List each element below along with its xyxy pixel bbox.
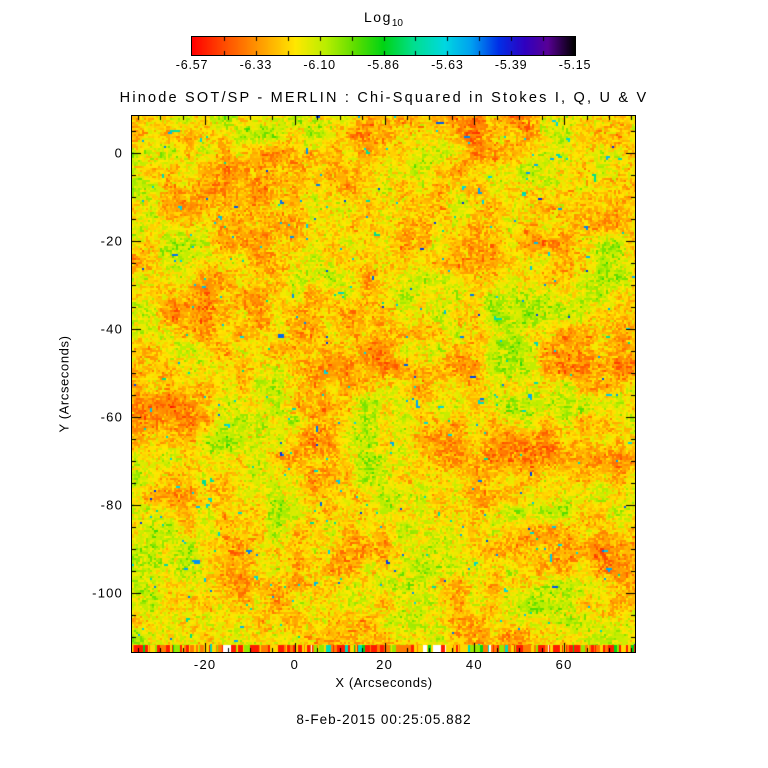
y-tick-label: 0 <box>114 145 123 161</box>
timestamp: 8-Feb-2015 00:25:05.882 <box>296 712 472 727</box>
y-tick-label: -40 <box>100 321 123 337</box>
heatmap-canvas <box>131 115 636 653</box>
y-tick-label: -100 <box>92 585 123 601</box>
y-axis-label: Y (Arcseconds) <box>56 335 72 433</box>
colorbar-tick-label: -6.33 <box>239 58 273 72</box>
colorbar-tick-label: -5.39 <box>494 58 528 72</box>
y-tick-label: -80 <box>100 497 123 513</box>
x-tick-label: 40 <box>465 657 483 672</box>
colorbar-gradient <box>191 36 576 56</box>
colorbar-tick-label: -5.63 <box>431 58 464 72</box>
x-tick-label: 0 <box>290 657 300 672</box>
colorbar-tick-label: -5.15 <box>558 58 592 72</box>
colorbar-tick-label: -6.10 <box>303 58 336 72</box>
x-tick-label: 60 <box>555 657 573 672</box>
x-axis-label: X (Arcseconds) <box>335 675 433 690</box>
y-tick-label: -60 <box>100 409 123 425</box>
colorbar-title: Log10 <box>191 9 576 29</box>
colorbar-title-subscript: 10 <box>391 17 403 29</box>
plot-title: Hinode SOT/SP - MERLIN : Chi-Squared in … <box>119 90 649 106</box>
x-tick-label: -20 <box>193 657 217 672</box>
x-tick-label: 20 <box>376 657 394 672</box>
colorbar-tick-label: -6.57 <box>175 58 209 72</box>
y-tick-label: -20 <box>100 233 123 249</box>
colorbar-tick-label: -5.86 <box>367 58 400 72</box>
colorbar-title-text: Log <box>364 9 392 25</box>
